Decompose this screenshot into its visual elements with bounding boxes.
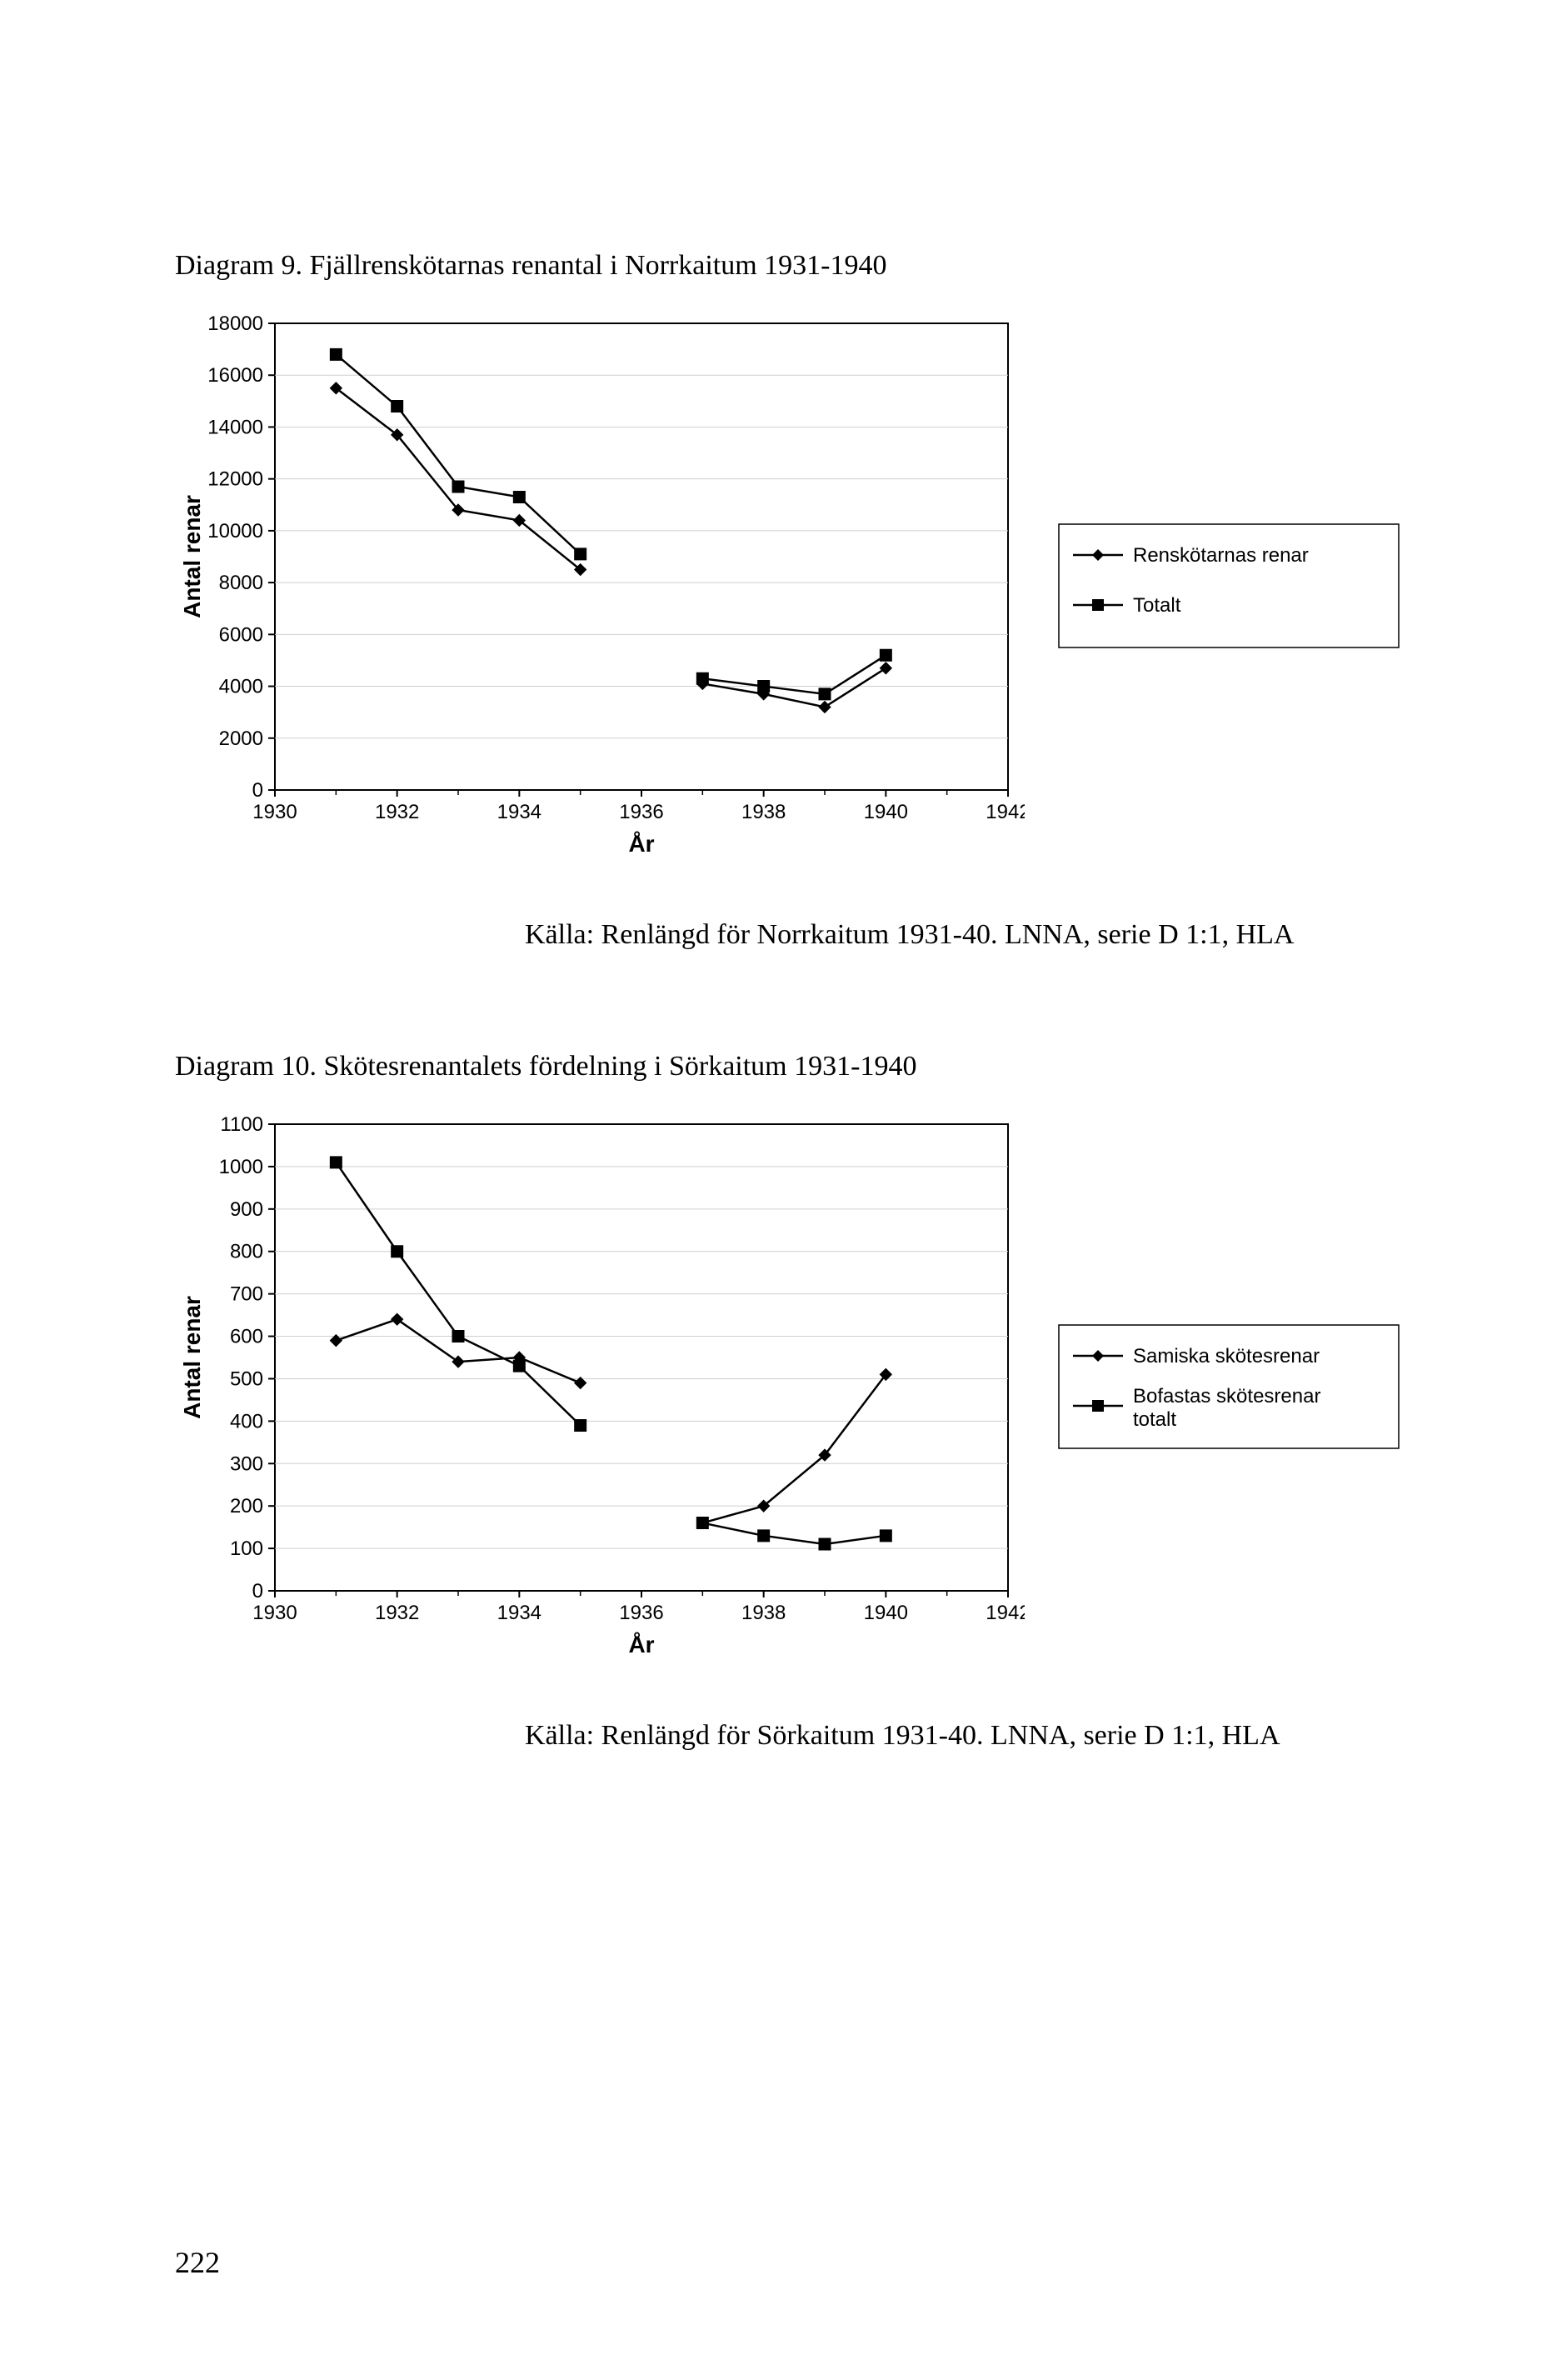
svg-text:600: 600 xyxy=(230,1326,263,1348)
svg-text:18000: 18000 xyxy=(207,312,263,335)
svg-text:1000: 1000 xyxy=(219,1156,263,1178)
svg-text:700: 700 xyxy=(230,1283,263,1306)
svg-text:1938: 1938 xyxy=(741,1602,786,1624)
svg-text:År: År xyxy=(628,1632,654,1658)
svg-text:Samiska skötesrenar: Samiska skötesrenar xyxy=(1133,1345,1320,1368)
diagram10-title: Diagram 10. Skötesrenantalets fördelning… xyxy=(175,1051,1395,1082)
svg-text:6000: 6000 xyxy=(219,623,263,646)
diagram9-block: 0 2000 4000 6000 8000 10000 12000 14000 16000 180… xyxy=(175,307,1395,869)
page-number: 222 xyxy=(175,2245,220,2280)
svg-text:1936: 1936 xyxy=(619,801,663,823)
diagram10-chart: 0 100 200 300 400 500 600 700 800 900 1000 1100 1930… xyxy=(175,1108,1025,1670)
page: Diagram 9. Fjällrenskötarnas renantal i … xyxy=(0,0,1562,2380)
svg-text:Totalt: Totalt xyxy=(1133,594,1181,617)
svg-text:1942: 1942 xyxy=(986,801,1025,823)
diagram9-chart: 0 2000 4000 6000 8000 10000 12000 14000 16000 180… xyxy=(175,307,1025,869)
svg-text:Antal renar: Antal renar xyxy=(179,1296,205,1419)
svg-text:År: År xyxy=(628,831,654,857)
svg-text:Bofastas skötesrenar: Bofastas skötesrenar xyxy=(1133,1385,1320,1408)
diagram10-source: Källa: Renlängd för Sörkaitum 1931-40. L… xyxy=(525,1720,1395,1752)
svg-text:100: 100 xyxy=(230,1538,263,1560)
svg-text:500: 500 xyxy=(230,1368,263,1390)
svg-text:Renskötarnas renar: Renskötarnas renar xyxy=(1133,544,1309,567)
svg-text:Antal renar: Antal renar xyxy=(179,495,205,618)
svg-text:16000: 16000 xyxy=(207,364,263,387)
svg-text:1936: 1936 xyxy=(619,1602,663,1624)
svg-text:1930: 1930 xyxy=(252,801,297,823)
diagram9-source: Källa: Renlängd för Norrkaitum 1931-40. … xyxy=(525,919,1395,951)
svg-text:12000: 12000 xyxy=(207,468,263,491)
svg-text:1100: 1100 xyxy=(220,1113,263,1136)
svg-text:1932: 1932 xyxy=(375,1602,419,1624)
svg-text:900: 900 xyxy=(230,1198,263,1221)
svg-text:0: 0 xyxy=(252,779,263,802)
svg-text:1938: 1938 xyxy=(741,801,786,823)
svg-text:800: 800 xyxy=(230,1241,263,1263)
svg-text:4000: 4000 xyxy=(219,676,263,698)
diagram9-legend: Renskötarnas renar Totalt xyxy=(1058,523,1400,652)
svg-text:14000: 14000 xyxy=(207,416,263,438)
svg-text:1934: 1934 xyxy=(497,1602,541,1624)
svg-text:400: 400 xyxy=(230,1410,263,1432)
svg-text:0: 0 xyxy=(252,1580,263,1602)
diagram9-title: Diagram 9. Fjällrenskötarnas renantal i … xyxy=(175,250,1395,282)
svg-text:1940: 1940 xyxy=(864,801,908,823)
svg-text:10000: 10000 xyxy=(207,520,263,542)
svg-text:1932: 1932 xyxy=(375,801,419,823)
svg-text:1940: 1940 xyxy=(864,1602,908,1624)
svg-text:1942: 1942 xyxy=(986,1602,1025,1624)
svg-text:totalt: totalt xyxy=(1133,1408,1176,1431)
svg-text:300: 300 xyxy=(230,1452,263,1475)
diagram10-block: 0 100 200 300 400 500 600 700 800 900 1000 1100 1930… xyxy=(175,1108,1395,1670)
diagram10-legend: Samiska skötesrenar Bofastas skötesrenart… xyxy=(1058,1324,1400,1453)
svg-text:1934: 1934 xyxy=(497,801,541,823)
svg-text:8000: 8000 xyxy=(219,572,263,594)
svg-text:1930: 1930 xyxy=(252,1602,297,1624)
svg-text:200: 200 xyxy=(230,1495,263,1518)
svg-text:2000: 2000 xyxy=(219,728,263,750)
